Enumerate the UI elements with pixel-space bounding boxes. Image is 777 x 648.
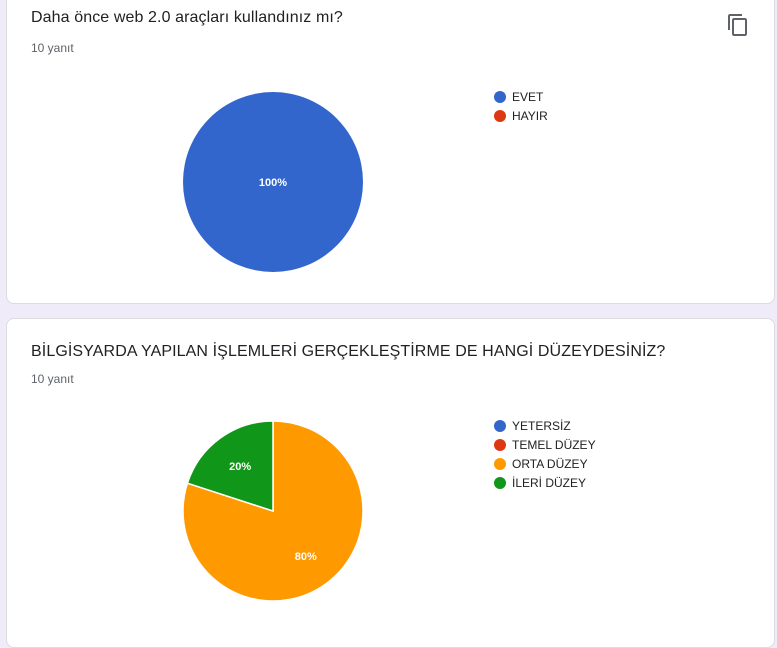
response-count: 10 yanıt: [31, 372, 74, 386]
legend-swatch: [494, 438, 506, 451]
legend-swatch: [494, 109, 506, 122]
question-card-1: Daha önce web 2.0 araçları kullandınız m…: [6, 0, 775, 304]
legend-label: HAYIR: [512, 108, 548, 123]
legend-label: TEMEL DÜZEY: [512, 437, 596, 452]
pie-chart: 80% 20%: [182, 420, 364, 602]
legend-swatch: [494, 419, 506, 432]
slice-label: 100%: [259, 177, 287, 189]
chart-legend: EVET HAYIR: [494, 87, 548, 125]
legend-item[interactable]: TEMEL DÜZEY: [494, 435, 596, 454]
legend-swatch: [494, 457, 506, 470]
legend-item[interactable]: EVET: [494, 87, 548, 106]
copy-chart-button[interactable]: [726, 13, 750, 37]
legend-item[interactable]: İLERİ DÜZEY: [494, 473, 596, 492]
legend-label: YETERSİZ: [512, 418, 571, 433]
legend-label: İLERİ DÜZEY: [512, 475, 587, 490]
legend-item[interactable]: HAYIR: [494, 106, 548, 125]
copy-icon: [728, 14, 747, 36]
slice-label: 80%: [295, 551, 317, 563]
legend-label: EVET: [512, 89, 544, 104]
pie-slice-i̇leri̇-düzey[interactable]: [186, 420, 274, 513]
pie-slice-evet[interactable]: [183, 92, 363, 272]
slice-label: 20%: [229, 461, 251, 473]
legend-item[interactable]: YETERSİZ: [494, 416, 596, 435]
legend-item[interactable]: ORTA DÜZEY: [494, 454, 596, 473]
response-count: 10 yanıt: [31, 41, 74, 55]
question-card-2: BİLGİSYARDA YAPILAN İŞLEMLERİ GERÇEKLEŞT…: [6, 318, 775, 648]
question-title: Daha önce web 2.0 araçları kullandınız m…: [31, 9, 343, 26]
legend-label: ORTA DÜZEY: [512, 456, 588, 471]
legend-swatch: [494, 90, 506, 103]
question-title: BİLGİSYARDA YAPILAN İŞLEMLERİ GERÇEKLEŞT…: [31, 343, 666, 360]
legend-swatch: [494, 476, 506, 489]
pie-chart: 100%: [183, 92, 363, 272]
chart-legend: YETERSİZ TEMEL DÜZEY ORTA DÜZEY İLERİ DÜZEY: [494, 416, 596, 492]
